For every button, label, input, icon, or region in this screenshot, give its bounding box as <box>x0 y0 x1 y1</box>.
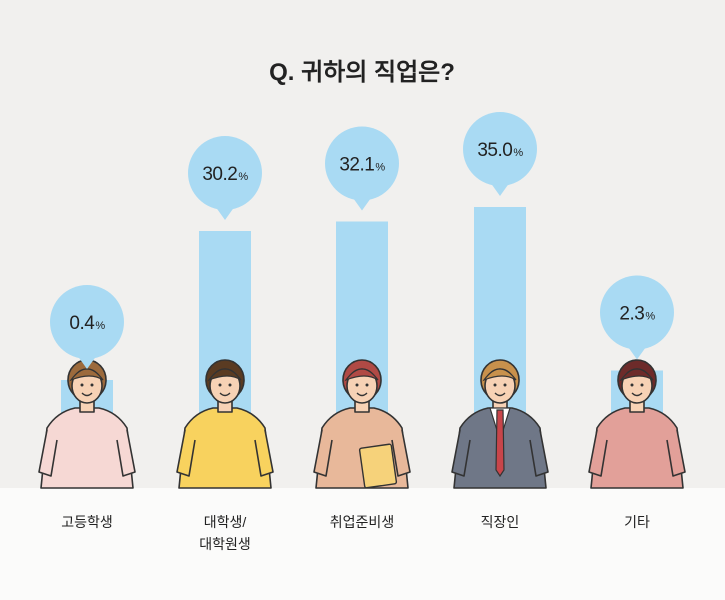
person-eye <box>80 383 84 387</box>
category-label-line: 대학생/ <box>204 514 247 530</box>
data-label-value: 32.1 <box>339 155 374 176</box>
value-bubble: 32.1% <box>325 126 399 211</box>
category-label-line: 직장인 <box>481 514 520 530</box>
person-eye <box>90 383 94 387</box>
person-illustration <box>588 359 686 489</box>
value-bubble: 0.4% <box>50 285 124 369</box>
person-torso <box>40 407 134 489</box>
person-mouth <box>81 392 93 397</box>
bubble-pointer <box>490 182 510 196</box>
data-label-value: 0.4 <box>69 313 95 334</box>
data-label-value: 35.0 <box>477 140 512 161</box>
data-label-unit: % <box>513 147 523 159</box>
category-label-line: 취업준비생 <box>330 514 394 530</box>
person-fringe <box>207 368 242 382</box>
person-illustration <box>313 359 411 489</box>
bubble-circle <box>188 136 262 210</box>
value-bubble: 35.0% <box>463 112 537 196</box>
bubble-circle <box>50 285 124 359</box>
data-label-unit: % <box>95 320 105 332</box>
person-arm <box>666 429 686 477</box>
person-arm <box>529 429 549 477</box>
person-illustration <box>176 359 274 489</box>
bubble-pointer <box>627 345 647 360</box>
person-tie <box>495 409 505 478</box>
bubble-pointer <box>215 206 235 220</box>
data-label: 32.1% <box>339 155 385 176</box>
value-bubble: 2.3% <box>600 275 674 360</box>
data-label: 2.3% <box>619 304 655 325</box>
category-label: 취업준비생 <box>330 514 394 530</box>
person-eye <box>630 383 634 387</box>
people-illustrations <box>38 359 686 489</box>
person-fringe <box>619 368 654 382</box>
category-label: 고등학생 <box>61 514 113 530</box>
person-eye <box>503 383 507 387</box>
data-label-unit: % <box>238 171 248 183</box>
data-label-unit: % <box>645 311 655 323</box>
bubble-pointer <box>352 196 372 211</box>
data-label: 0.4% <box>69 313 105 334</box>
bubble-circle <box>600 275 674 350</box>
person-arm <box>451 429 471 477</box>
value-bubble: 30.2% <box>188 136 262 220</box>
data-label: 30.2% <box>202 164 248 185</box>
data-label: 35.0% <box>477 140 523 161</box>
data-label-value: 2.3 <box>619 304 644 325</box>
person-illustration <box>38 359 136 489</box>
person-arm <box>176 429 196 477</box>
person-mouth <box>494 392 506 397</box>
category-label: 직장인 <box>481 514 520 530</box>
person-arm <box>116 429 136 477</box>
person-mouth <box>356 392 368 397</box>
bubble-circle <box>463 112 537 186</box>
category-label-line: 고등학생 <box>61 514 113 530</box>
person-eye <box>640 383 644 387</box>
value-bubbles: 0.4%30.2%32.1%35.0%2.3% <box>50 112 674 369</box>
person-eye <box>365 383 369 387</box>
category-label-line: 기타 <box>624 514 650 530</box>
category-label: 기타 <box>624 514 650 530</box>
person-eye <box>493 383 497 387</box>
person-torso <box>590 407 684 489</box>
chart-title: Q. 귀하의 직업은? <box>269 59 455 86</box>
person-mouth <box>631 392 643 397</box>
category-label-line: 대학원생 <box>199 536 251 552</box>
category-label: 대학생/대학원생 <box>199 514 251 552</box>
folder <box>358 443 398 489</box>
person-arm <box>254 429 274 477</box>
person-eye <box>355 383 359 387</box>
bubble-circle <box>325 126 399 201</box>
person-mouth <box>219 392 231 397</box>
data-label-value: 30.2 <box>202 164 237 185</box>
person-eye <box>228 383 232 387</box>
person-arm <box>391 429 411 477</box>
floor-band <box>0 488 725 600</box>
person-eye <box>218 383 222 387</box>
person-fringe <box>344 368 379 382</box>
category-labels: 고등학생 대학생/대학원생 취업준비생 직장인 기타 <box>61 514 650 552</box>
person-arm <box>588 429 608 477</box>
bubble-pointer <box>77 355 97 369</box>
person-fringe <box>482 368 517 382</box>
person-fringe <box>69 368 104 382</box>
person-arm <box>38 429 58 477</box>
data-label-unit: % <box>375 162 385 174</box>
person-illustration <box>451 359 549 489</box>
person-torso <box>178 407 272 489</box>
person-arm <box>313 429 333 477</box>
